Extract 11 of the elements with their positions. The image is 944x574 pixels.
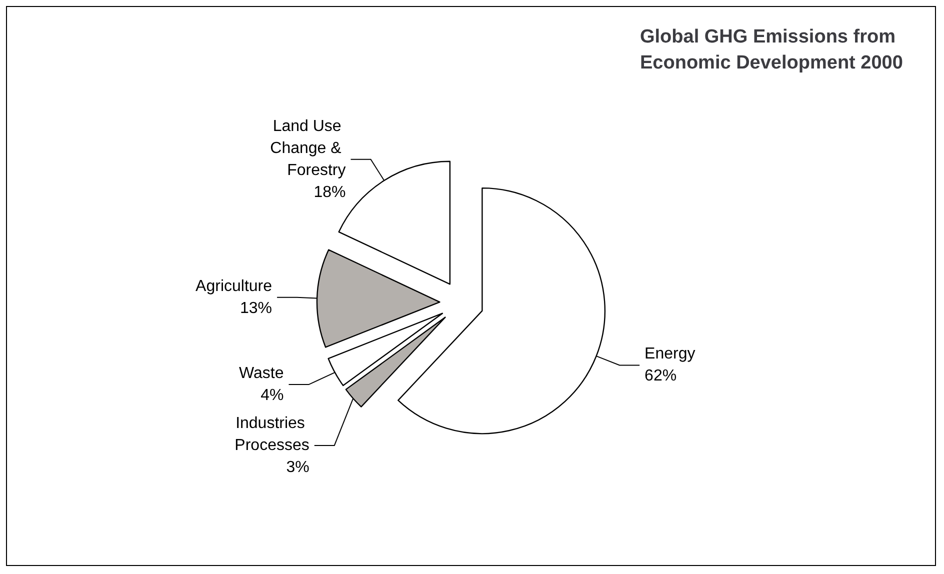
slice-label: Waste [238, 365, 284, 382]
data-label: 18% [314, 184, 346, 201]
data-label: 62% [644, 368, 677, 385]
data-label: 3% [286, 458, 310, 476]
slice-label: Industries Processes [234, 414, 310, 454]
slice-label: Energy [644, 346, 696, 363]
text: Global GHG Emissions from Economic Development 2000 [640, 26, 903, 74]
data-label: 13% [240, 300, 272, 317]
slice-label: Agriculture [196, 278, 272, 295]
slice-label: Land Use Change & Forestry [270, 118, 346, 179]
data-label: 4% [260, 387, 284, 404]
